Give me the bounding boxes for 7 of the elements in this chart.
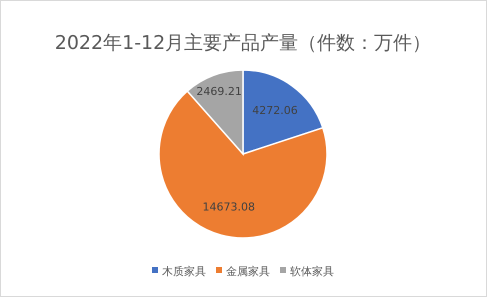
legend-label: 金属家具: [226, 265, 270, 278]
data-label: 4272.06: [252, 104, 298, 117]
data-label: 14673.08: [202, 200, 255, 214]
legend-label: 软体家具: [290, 265, 334, 278]
data-label: 2469.21: [196, 85, 242, 98]
legend-label: 木质家具: [162, 265, 206, 278]
chart-title: 2022年1-12月主要产品产量（件数：万件）: [54, 32, 432, 54]
